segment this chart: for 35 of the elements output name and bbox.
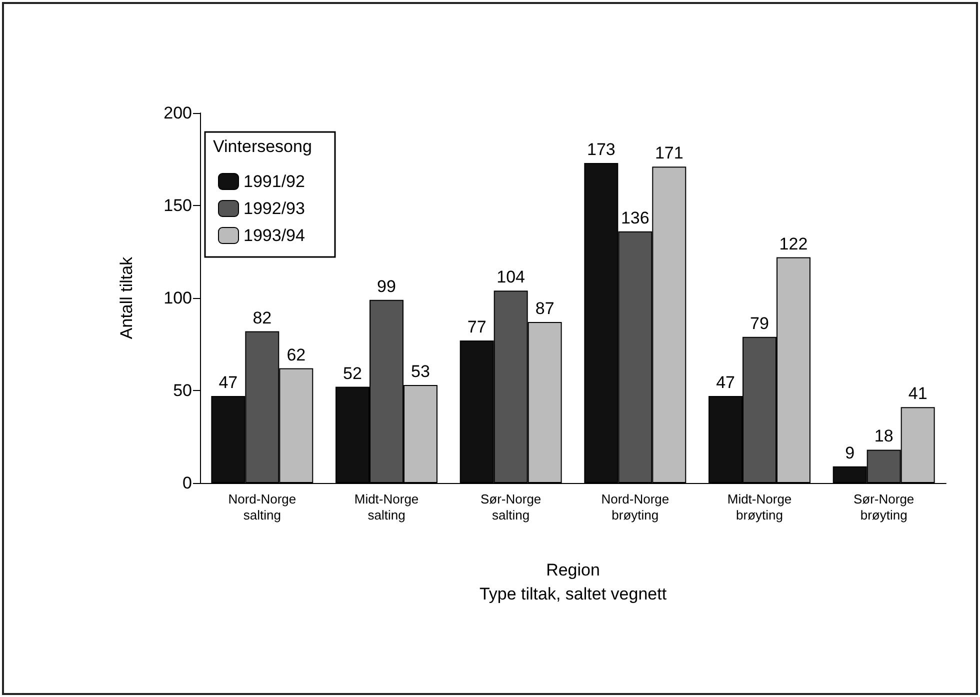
y-tick-label: 200: [164, 104, 192, 122]
x-tick-label: Nord-Norge brøyting: [601, 492, 670, 522]
x-tick-label: Sør-Norge salting: [480, 492, 542, 522]
x-tick-label: Sør-Norge brøyting: [853, 492, 914, 522]
data-label: 47: [218, 373, 238, 392]
data-label: 99: [377, 276, 396, 296]
data-label: 52: [343, 364, 362, 383]
y-tick-label: 0: [182, 474, 192, 492]
data-label: 104: [496, 268, 526, 287]
y-axis-title: Antall tiltak: [117, 256, 136, 340]
data-label: 47: [716, 373, 735, 392]
data-label: 82: [252, 308, 272, 328]
data-label: 9: [845, 443, 855, 462]
legend-label: 1993/94: [244, 226, 305, 245]
data-label: 79: [750, 314, 769, 333]
x-axis-title: Region Type tiltak, saltet vegnett: [479, 560, 667, 604]
data-label: 62: [286, 345, 306, 364]
data-label: 122: [779, 234, 808, 254]
legend-label: 1991/92: [244, 172, 305, 191]
y-tick-label: 150: [164, 196, 192, 215]
x-tick-label: Nord-Norge salting: [228, 492, 296, 522]
y-tick-label: 100: [164, 288, 192, 308]
legend-label: 1992/93: [244, 199, 305, 218]
x-tick-label: Midt-Norge brøyting: [727, 492, 792, 522]
data-label: 171: [654, 144, 684, 163]
x-tick-label: Midt-Norge salting: [354, 492, 419, 522]
y-tick-label: 50: [173, 381, 192, 400]
legend-title: Vintersesong: [213, 137, 312, 156]
data-label: 136: [620, 208, 650, 228]
data-label: 173: [586, 140, 616, 159]
data-label: 87: [535, 299, 554, 318]
data-label: 77: [467, 318, 486, 337]
data-label: 18: [874, 426, 894, 446]
data-label: 53: [411, 362, 430, 381]
data-label: 41: [908, 384, 928, 404]
